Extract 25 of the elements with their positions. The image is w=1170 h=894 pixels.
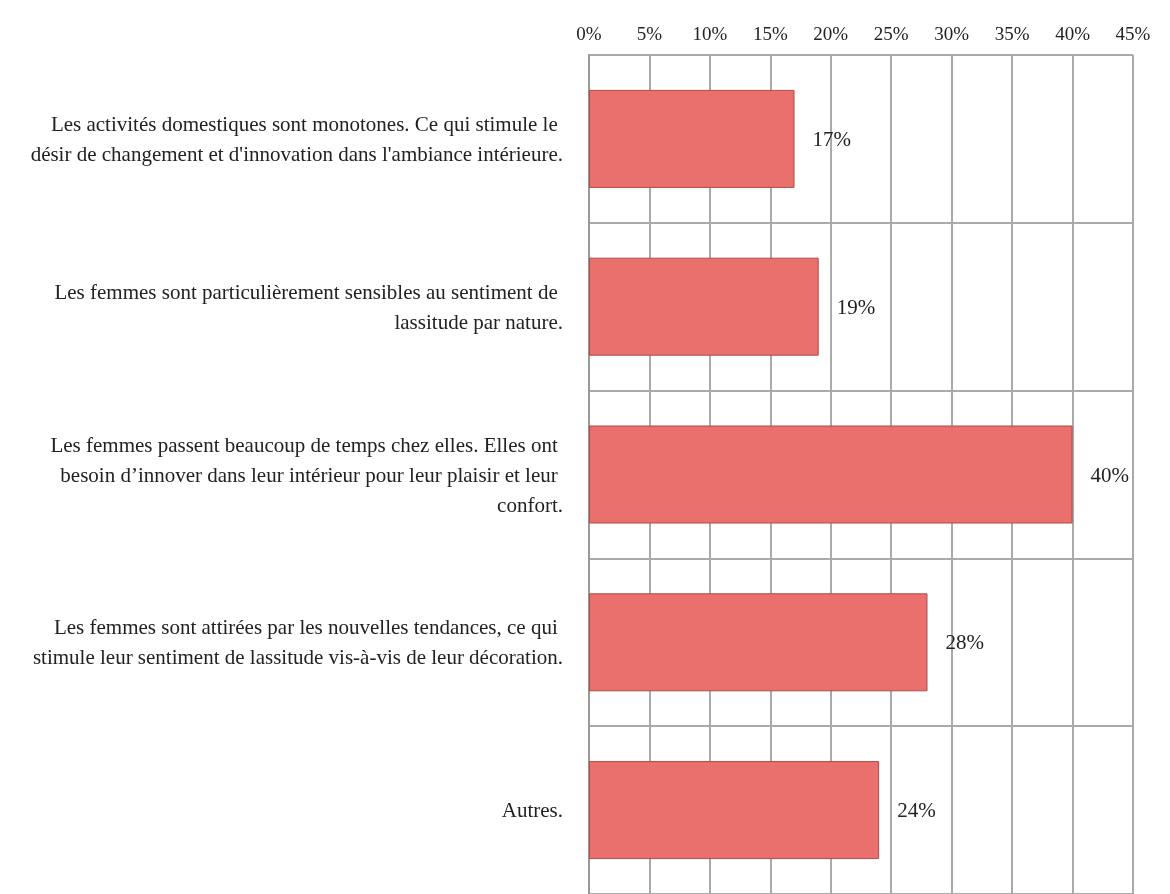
bar xyxy=(589,89,795,188)
x-tick-label: 10% xyxy=(692,23,728,44)
y-tick-label: Les femmes passent beaucoup de temps chez elles. Elles ont besoin d’innover dans leur intérieur pour leur plaisir et leur confort. xyxy=(50,432,563,517)
bar xyxy=(589,761,880,860)
y-tick-label: Autres. xyxy=(501,798,563,823)
x-tick-label: 45% xyxy=(1115,23,1151,44)
x-tick-label: 20% xyxy=(813,23,849,44)
x-tick-label: 5% xyxy=(636,23,663,44)
bar xyxy=(589,257,819,356)
x-tick-label: 25% xyxy=(873,23,909,44)
data-label: 19% xyxy=(836,294,876,319)
data-label: 28% xyxy=(945,630,984,655)
x-tick-label: 35% xyxy=(994,23,1030,44)
y-tick-label: Les femmes sont attirées par les nouvelles tendances, ce qui stimule leur sentiment de lassitude vis-à-vis de leur décoration. xyxy=(32,615,563,670)
data-label: 24% xyxy=(897,798,936,823)
bar xyxy=(589,425,1073,524)
x-tick-label: 30% xyxy=(934,23,970,44)
y-tick-label: Les activités domestiques sont monotones. Ce qui stimule le désir de changement et d'innovation dans l'ambiance intérieure. xyxy=(30,111,563,166)
x-tick-label: 40% xyxy=(1055,23,1091,44)
y-tick-label: Les femmes sont particulièrement sensibles au sentiment de lassitude par nature. xyxy=(54,279,563,334)
data-label: 17% xyxy=(812,126,852,151)
data-label: 40% xyxy=(1090,462,1130,487)
bar xyxy=(589,593,928,692)
x-tick-label: 15% xyxy=(752,23,788,44)
x-tick-label: 0% xyxy=(576,23,602,44)
